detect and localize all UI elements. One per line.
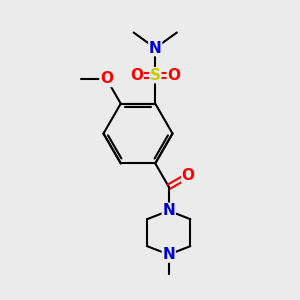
Text: O: O bbox=[130, 68, 143, 82]
Text: O: O bbox=[167, 68, 180, 82]
Text: S: S bbox=[150, 68, 161, 82]
Text: N: N bbox=[149, 40, 162, 56]
Text: N: N bbox=[162, 203, 175, 218]
Text: O: O bbox=[100, 71, 113, 86]
Text: O: O bbox=[182, 168, 195, 183]
Text: N: N bbox=[162, 247, 175, 262]
